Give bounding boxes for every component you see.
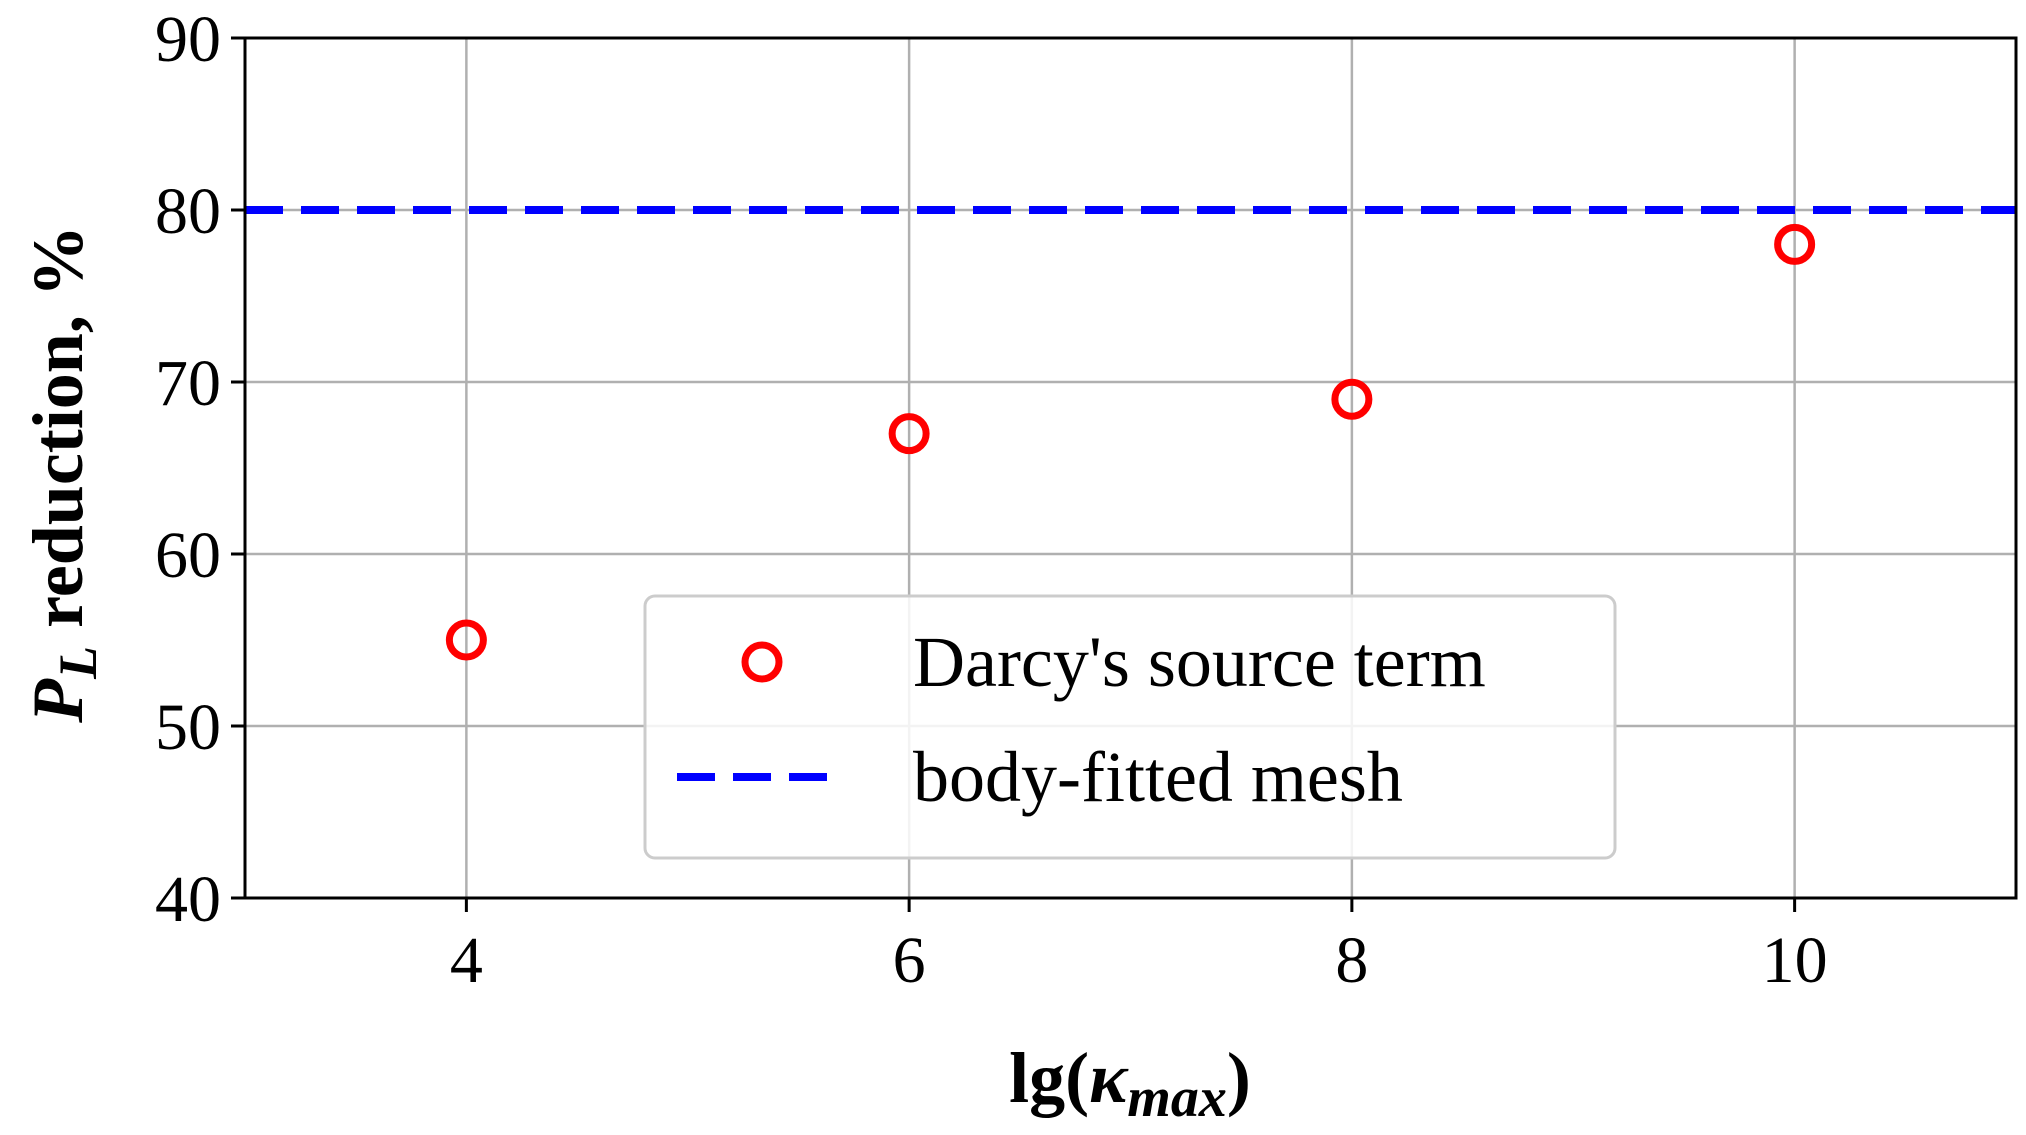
x-tick-label: 8: [1335, 924, 1368, 997]
x-tick-label: 4: [450, 924, 483, 997]
data-point: [1774, 223, 1816, 265]
data-point: [445, 619, 487, 661]
data-points: [445, 223, 1816, 661]
y-axis-title: PL reduction, %: [18, 225, 108, 724]
x-tick-label: 6: [893, 924, 926, 997]
legend: Darcy's source term body-fitted mesh: [643, 594, 1617, 860]
x-axis-title: lg(κmax): [1009, 1038, 1251, 1129]
y-axis-title-symbol: P: [18, 678, 98, 724]
ticks: 4 6 8 10 40 50 60 70 80 90: [155, 3, 1828, 997]
data-point: [888, 413, 930, 455]
x-axis-title-subscript: max: [1127, 1067, 1227, 1129]
x-axis-title-close: ): [1227, 1038, 1251, 1118]
legend-box: [643, 594, 1617, 860]
data-point: [1331, 378, 1373, 420]
y-tick-label: 90: [155, 3, 221, 76]
x-axis-title-base: lg(: [1009, 1038, 1089, 1118]
x-tick-label: 10: [1762, 924, 1828, 997]
y-tick-label: 80: [155, 175, 221, 248]
legend-marker-circle: [741, 641, 783, 683]
y-tick-label: 50: [155, 691, 221, 764]
legend-label: body-fitted mesh: [913, 737, 1403, 817]
plot-frame: [243, 36, 2018, 900]
y-axis-title-subscript: L: [48, 646, 108, 680]
legend-label: Darcy's source term: [913, 622, 1486, 702]
y-tick-label: 40: [155, 863, 221, 936]
y-tick-label: 70: [155, 347, 221, 420]
y-tick-label: 60: [155, 519, 221, 592]
y-axis-title-text: reduction, %: [18, 225, 98, 646]
x-axis-title-symbol: κ: [1089, 1038, 1129, 1118]
